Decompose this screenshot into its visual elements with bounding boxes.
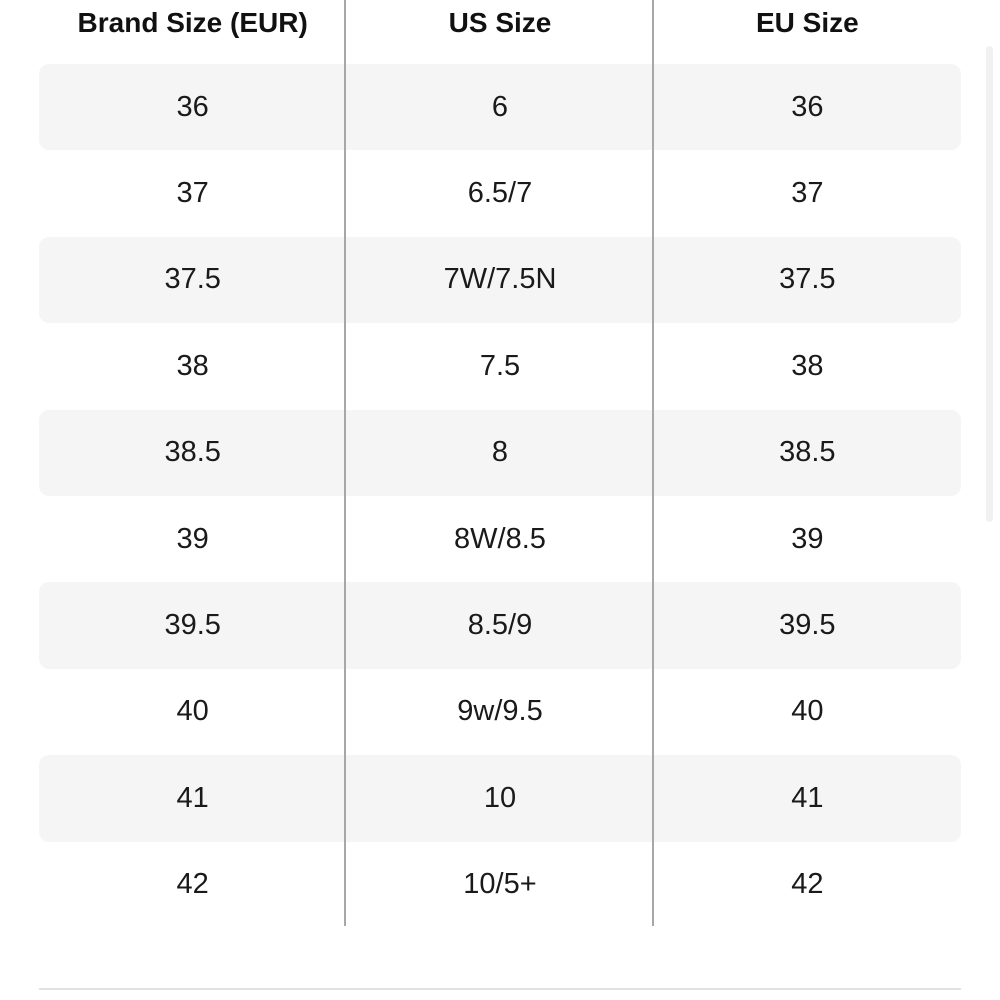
- table-row: 42 10/5+ 42: [39, 842, 961, 928]
- us-size-cell: 7W/7.5N: [443, 263, 557, 296]
- eu-size-cell: 38: [791, 349, 824, 382]
- brand-size-cell: 37.5: [164, 263, 221, 296]
- eu-size-cell: 37.5: [779, 263, 836, 296]
- us-size-cell: 8.5/9: [467, 609, 533, 642]
- column-divider: [344, 0, 346, 926]
- eu-size-cell: 42: [791, 868, 824, 901]
- brand-size-cell: 36: [176, 90, 209, 123]
- bottom-divider: [39, 988, 961, 990]
- brand-size-cell: 41: [176, 781, 209, 814]
- brand-size-cell: 37: [176, 177, 209, 210]
- eu-size-cell: 37: [791, 177, 824, 210]
- us-size-cell: 9w/9.5: [457, 695, 543, 728]
- table-row: 40 9w/9.5 40: [39, 669, 961, 755]
- header-us-size: US Size: [448, 7, 552, 38]
- us-size-cell: 7.5: [479, 349, 521, 382]
- brand-size-cell: 38.5: [164, 436, 221, 469]
- brand-size-cell: 40: [176, 695, 209, 728]
- brand-size-cell: 39: [176, 522, 209, 555]
- table-row: 36 6 36: [39, 64, 961, 151]
- header-eu-size: EU Size: [755, 7, 859, 38]
- brand-size-cell: 39.5: [164, 609, 221, 642]
- table-row: 39 8W/8.5 39: [39, 496, 961, 582]
- brand-size-cell: 42: [176, 868, 209, 901]
- us-size-cell: 6: [491, 90, 509, 123]
- table-row: 37.5 7W/7.5N 37.5: [39, 236, 961, 324]
- table-row: 39.5 8.5/9 39.5: [39, 582, 961, 669]
- us-size-cell: 6.5/7: [467, 177, 533, 210]
- brand-size-cell: 38: [176, 349, 209, 382]
- table-body: 36 6 36 37 6.5/7 37 37.5 7W/7.5N 37.5 38…: [39, 64, 961, 928]
- table-row: 38 7.5 38: [39, 323, 961, 409]
- us-size-cell: 8: [491, 436, 509, 469]
- column-divider: [652, 0, 654, 926]
- eu-size-cell: 41: [791, 781, 824, 814]
- us-size-cell: 8W/8.5: [454, 522, 546, 555]
- table-header-row: Brand Size (EUR) US Size EU Size: [39, 0, 961, 46]
- table-row: 37 6.5/7 37: [39, 150, 961, 236]
- table-row: 41 10 41: [39, 755, 961, 842]
- header-brand-size: Brand Size (EUR): [77, 7, 308, 38]
- eu-size-cell: 36: [791, 90, 824, 123]
- us-size-cell: 10/5+: [463, 868, 537, 901]
- eu-size-cell: 39.5: [779, 609, 836, 642]
- vertical-scrollbar[interactable]: [986, 46, 993, 522]
- eu-size-cell: 40: [791, 695, 824, 728]
- table-row: 38.5 8 38.5: [39, 409, 961, 496]
- eu-size-cell: 39: [791, 522, 824, 555]
- us-size-cell: 10: [483, 781, 517, 814]
- eu-size-cell: 38.5: [779, 436, 836, 469]
- size-chart-table: Brand Size (EUR) US Size EU Size 36 6 36…: [39, 0, 961, 900]
